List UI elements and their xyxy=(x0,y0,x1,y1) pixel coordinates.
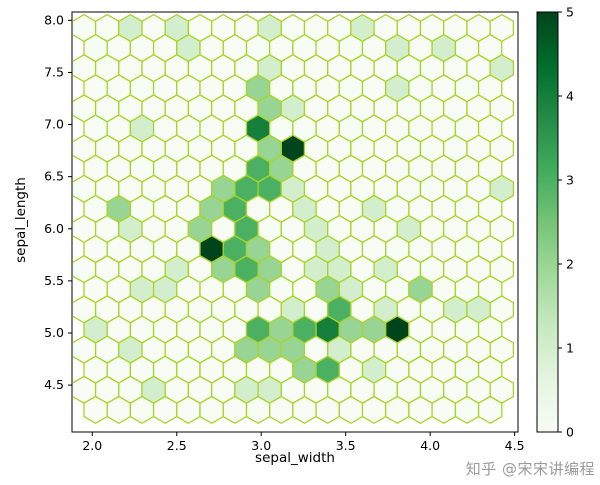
y-tick-label: 4.5 xyxy=(44,377,64,392)
hex-cell xyxy=(338,395,364,425)
hex-cell xyxy=(408,395,433,425)
x-axis-label: sepal_width xyxy=(255,450,335,466)
hex-cell xyxy=(199,395,224,425)
colorbar-tick-label: 0 xyxy=(566,425,574,440)
hex-cell xyxy=(292,395,317,425)
hexbin-layer xyxy=(73,13,515,425)
x-tick-label: 3.0 xyxy=(251,438,271,453)
y-tick-label: 6.0 xyxy=(44,221,64,236)
colorbar-tick-label: 4 xyxy=(566,89,574,104)
hex-cell xyxy=(245,395,271,425)
hex-cell xyxy=(454,395,480,425)
hex-cell xyxy=(315,395,340,425)
hex-cell xyxy=(106,395,132,425)
y-tick-label: 8.0 xyxy=(44,12,64,27)
y-tick-label: 5.0 xyxy=(44,325,64,340)
hex-cell xyxy=(152,395,178,425)
hex-cell xyxy=(431,395,457,425)
x-tick-label: 4.5 xyxy=(505,438,525,453)
hex-cell xyxy=(385,395,410,425)
y-tick-label: 6.5 xyxy=(44,169,64,184)
y-tick-label: 5.5 xyxy=(44,273,64,288)
hex-cell xyxy=(176,395,201,425)
hex-cell xyxy=(83,395,108,425)
y-tick-label: 7.0 xyxy=(44,117,64,132)
colorbar-tick-label: 1 xyxy=(566,341,574,356)
hex-cell xyxy=(477,395,503,425)
hex-cell xyxy=(129,395,155,425)
x-tick-label: 4.0 xyxy=(420,438,440,453)
x-tick-label: 2.5 xyxy=(167,438,187,453)
colorbar-tick-label: 5 xyxy=(566,5,574,20)
hex-cell xyxy=(222,395,248,425)
watermark: 知乎 @宋宋讲编程 xyxy=(465,460,595,478)
x-tick-label: 2.0 xyxy=(82,438,102,453)
colorbar-tick-label: 2 xyxy=(566,257,574,272)
axes-frame xyxy=(71,11,519,433)
colorbar-tick-label: 3 xyxy=(566,173,574,188)
hex-cell xyxy=(269,395,294,425)
x-tick-label: 3.5 xyxy=(336,438,356,453)
y-axis-label: sepal_length xyxy=(13,177,29,263)
y-tick-label: 7.5 xyxy=(44,64,64,79)
hex-cell xyxy=(361,395,387,425)
colorbar xyxy=(536,11,559,433)
